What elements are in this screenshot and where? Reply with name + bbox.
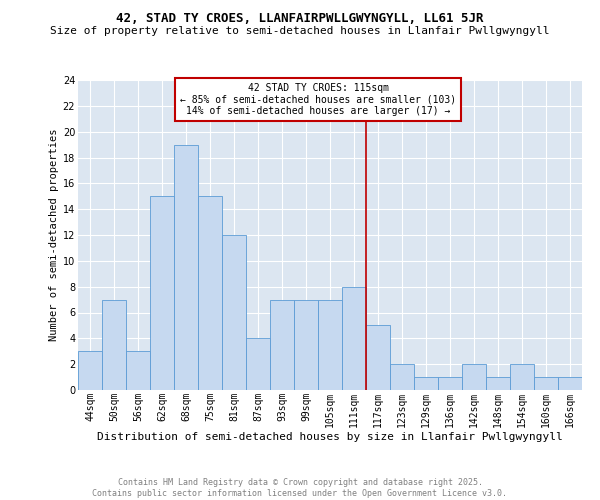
Bar	[414, 377, 438, 390]
Bar	[318, 300, 342, 390]
Bar	[462, 364, 486, 390]
Bar	[174, 144, 198, 390]
Bar	[150, 196, 174, 390]
Bar	[366, 326, 390, 390]
Text: Contains HM Land Registry data © Crown copyright and database right 2025.
Contai: Contains HM Land Registry data © Crown c…	[92, 478, 508, 498]
Bar	[222, 235, 246, 390]
Bar	[102, 300, 126, 390]
Text: Distribution of semi-detached houses by size in Llanfair Pwllgwyngyll: Distribution of semi-detached houses by …	[97, 432, 563, 442]
Bar	[246, 338, 270, 390]
Bar	[510, 364, 534, 390]
Bar	[486, 377, 510, 390]
Bar	[198, 196, 222, 390]
Bar	[390, 364, 414, 390]
Bar	[294, 300, 318, 390]
Bar	[270, 300, 294, 390]
Bar	[342, 286, 366, 390]
Bar	[534, 377, 558, 390]
Bar	[126, 351, 150, 390]
Text: Size of property relative to semi-detached houses in Llanfair Pwllgwyngyll: Size of property relative to semi-detach…	[50, 26, 550, 36]
Bar	[438, 377, 462, 390]
Y-axis label: Number of semi-detached properties: Number of semi-detached properties	[49, 128, 59, 341]
Bar	[78, 351, 102, 390]
Text: 42 STAD TY CROES: 115sqm
← 85% of semi-detached houses are smaller (103)
14% of : 42 STAD TY CROES: 115sqm ← 85% of semi-d…	[180, 82, 456, 116]
Text: 42, STAD TY CROES, LLANFAIRPWLLGWYNGYLL, LL61 5JR: 42, STAD TY CROES, LLANFAIRPWLLGWYNGYLL,…	[116, 12, 484, 26]
Bar	[558, 377, 582, 390]
